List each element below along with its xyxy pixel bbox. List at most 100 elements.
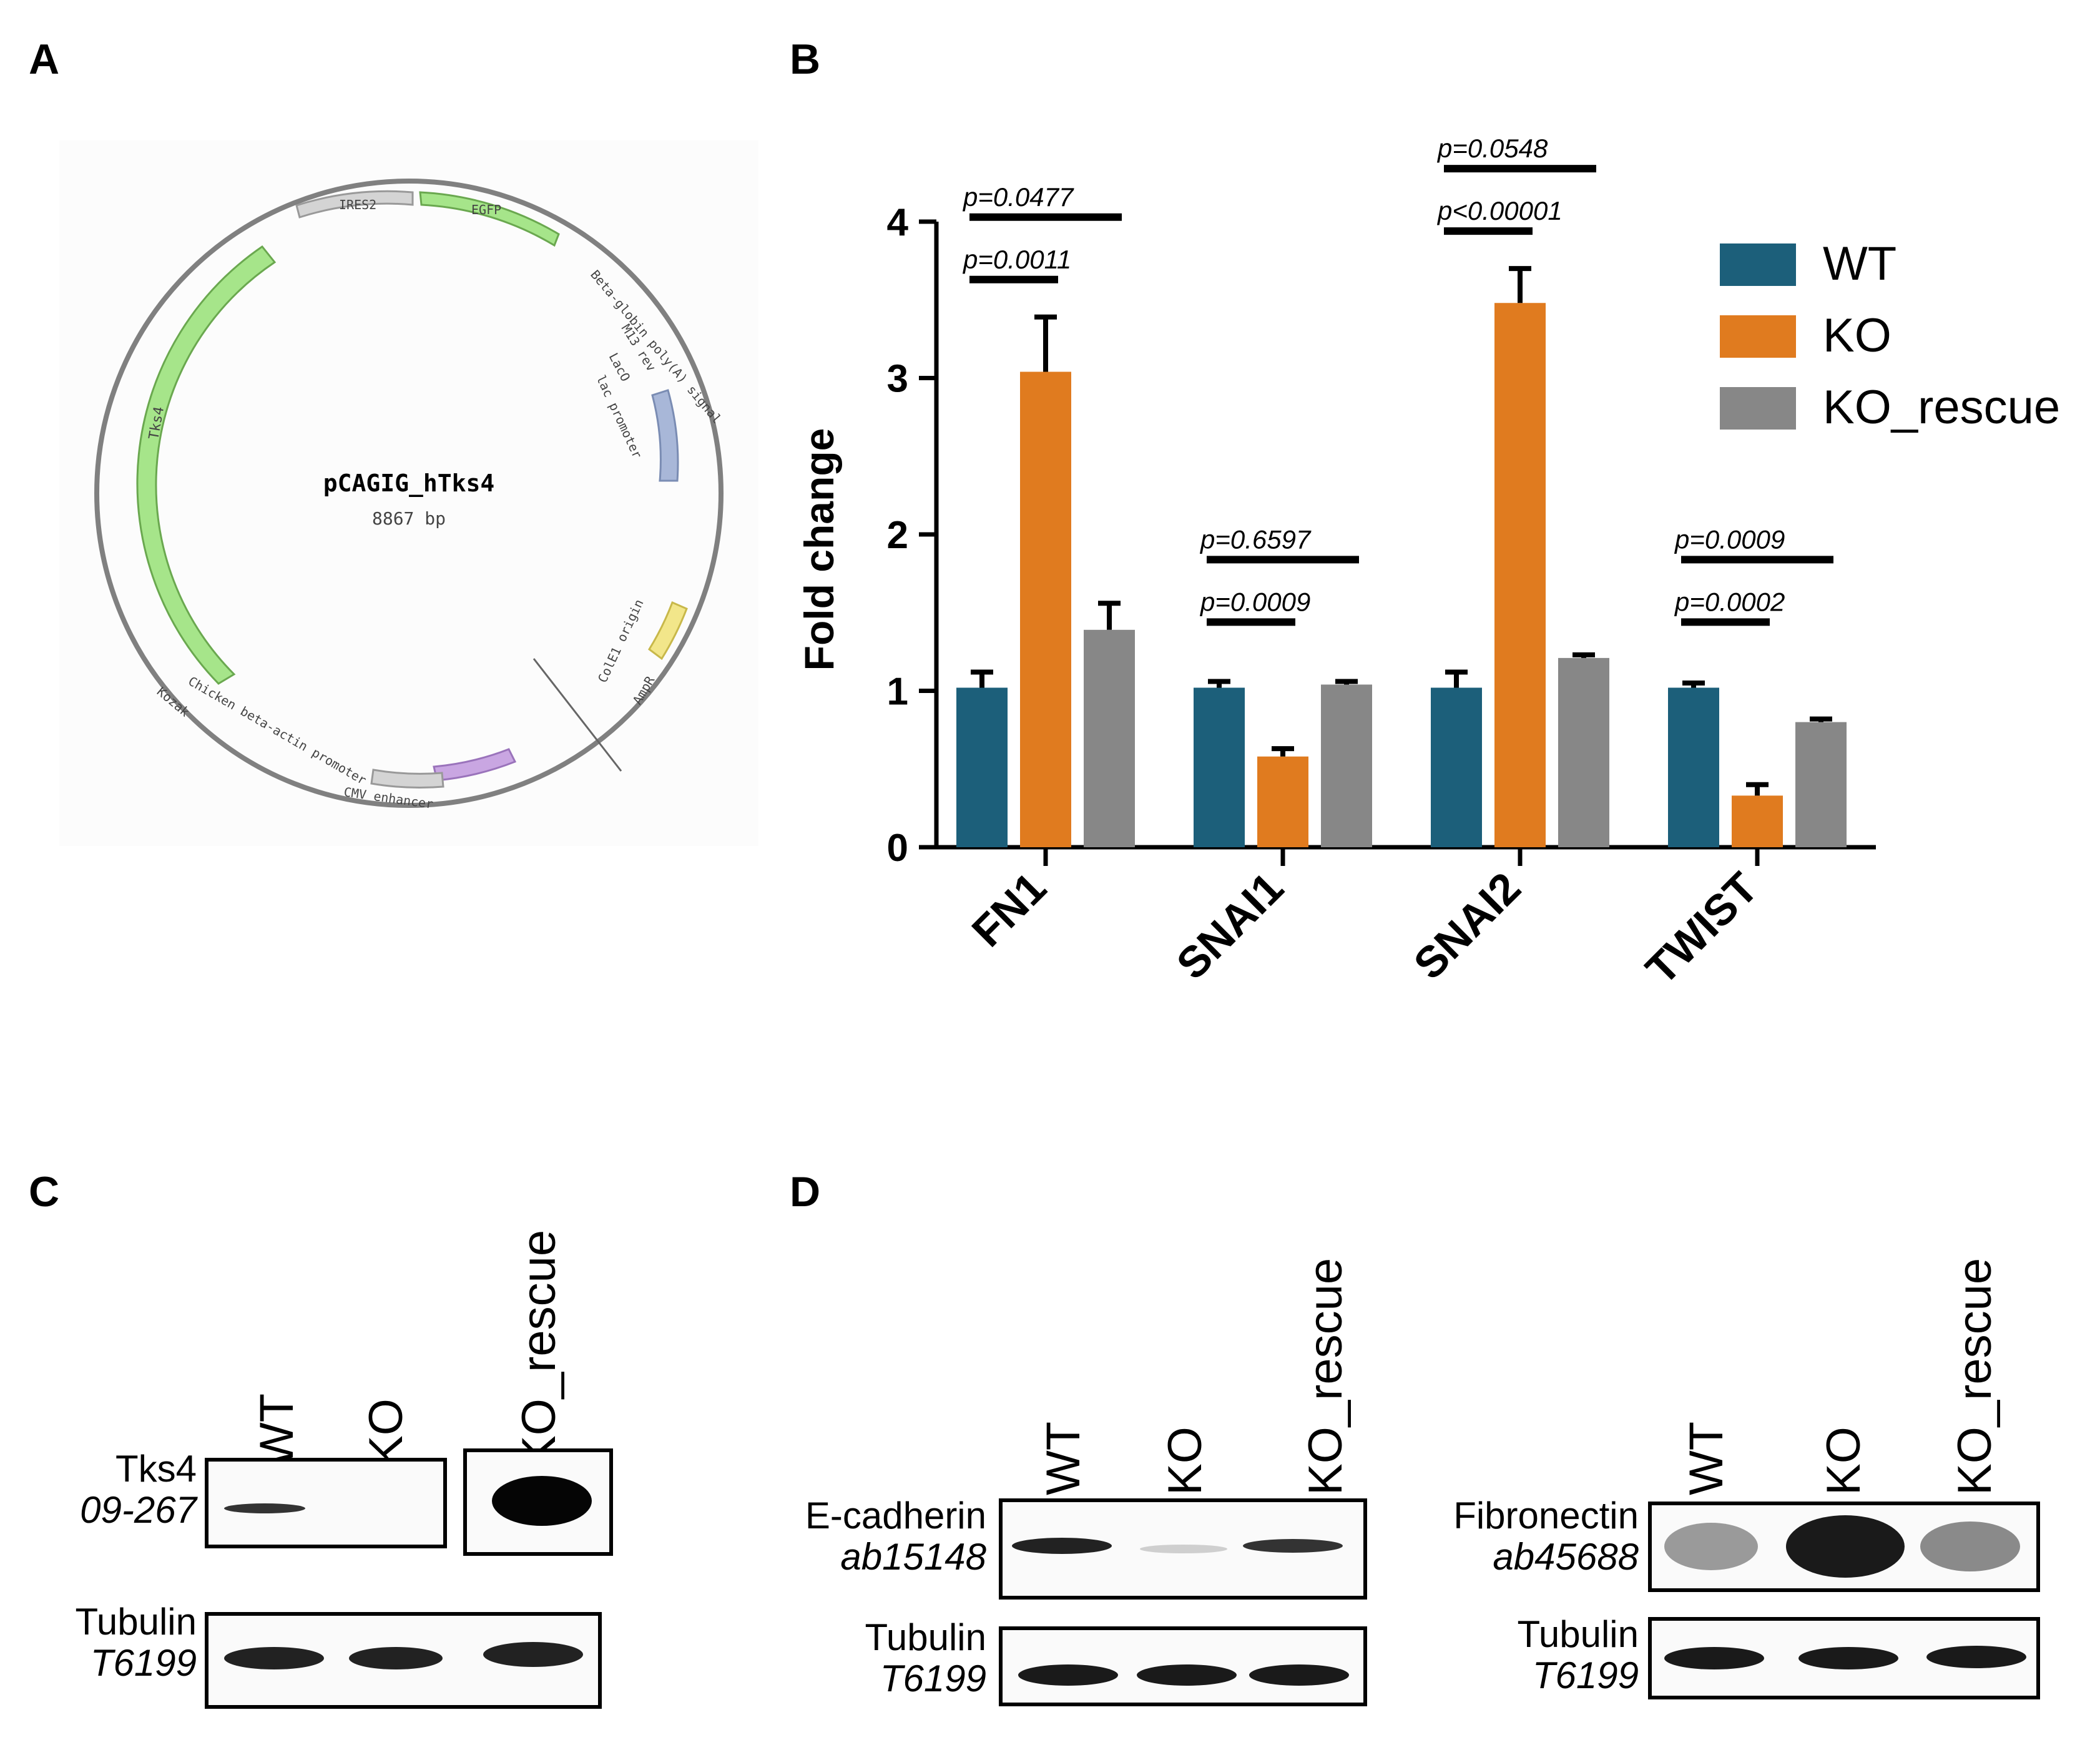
- blot-c-lane-rescue: KO_rescue: [513, 1229, 566, 1467]
- legend: WT KO KO_rescue: [1720, 237, 2060, 434]
- fold-change-chart: Fold change 0 1 2 3 4 FN1 SNAI1 SNAI2 TWIST p=0.0…: [796, 137, 2060, 994]
- p-value-label: p=0.6597: [1199, 524, 1312, 554]
- blot-d2-fn-strip: [1648, 1502, 2040, 1592]
- legend-label-WT: WT: [1823, 237, 1896, 290]
- p-value-label: p<0.00001: [1436, 196, 1563, 225]
- blot-c-tubulin-label: Tubulin T6199: [19, 1601, 197, 1684]
- blot-d1-lane-ko: KO: [1159, 1427, 1212, 1495]
- band-wt: [224, 1503, 305, 1513]
- bar-WT-FN1: [956, 687, 1008, 847]
- panel-letter-c: C: [29, 1168, 60, 1216]
- blot-d1-lane-rescue: KO_rescue: [1299, 1257, 1352, 1495]
- band-ko: [1137, 1664, 1237, 1686]
- plasmid-size: 8867 bp: [372, 508, 446, 529]
- panel-letter-d: D: [790, 1168, 821, 1216]
- band-rescue: [492, 1476, 592, 1526]
- bar-KO-TWIST: [1732, 795, 1783, 847]
- band-wt: [1664, 1647, 1764, 1669]
- blot-d2-tubulin-strip: [1648, 1617, 2040, 1699]
- egfp-feature: [419, 191, 560, 247]
- tubulin-d2-catalog: T6199: [1532, 1654, 1639, 1696]
- blot-d2-tubulin-bands: [1664, 1646, 2026, 1669]
- blot-c-tubulin-bands: [224, 1642, 583, 1669]
- blot-d1-tubulin-label: Tubulin T6199: [774, 1617, 986, 1699]
- x-tick-label: SNAI2: [1405, 863, 1530, 988]
- blot-c-tks4-bands: [224, 1503, 305, 1513]
- bar-KO_rescue-SNAI1: [1321, 684, 1372, 847]
- plasmid-map: pCAGIG_hTks4 8867 bp IRES2 EGFP Beta-glo…: [59, 140, 758, 846]
- x-tick-label: TWIST: [1636, 863, 1767, 993]
- blot-c-tks4-rescue-strip: [463, 1448, 613, 1556]
- y-axis-title: Fold change: [796, 428, 842, 671]
- band-wt: [224, 1647, 324, 1669]
- ires2-label: IRES2: [339, 197, 376, 212]
- legend-label-KO: KO: [1823, 309, 1891, 362]
- y-tick-label: 0: [887, 827, 908, 870]
- blot-d2-tubulin-label: Tubulin T6199: [1408, 1614, 1639, 1696]
- band-rescue: [1920, 1521, 2020, 1571]
- fn-antibody-name: Fibronectin: [1453, 1495, 1639, 1536]
- blot-c-lane-wt: WT: [250, 1393, 303, 1467]
- tks4-antibody-catalog: 09-267: [80, 1489, 197, 1531]
- band-wt: [1018, 1664, 1118, 1686]
- cmv-feature: [433, 748, 517, 782]
- blot-d2-fn-label: Fibronectin ab45688: [1408, 1495, 1639, 1578]
- blot-d2-lane-rescue: KO_rescue: [1948, 1257, 2001, 1495]
- band-wt: [1012, 1538, 1112, 1554]
- blot-d2-lane-wt: WT: [1680, 1421, 1733, 1495]
- blot-d2-fn-bands: [1664, 1515, 2020, 1578]
- marker-line: [532, 658, 622, 772]
- legend-swatch-KO_rescue: [1720, 387, 1796, 430]
- bar-KO-FN1: [1020, 371, 1071, 847]
- band-ko: [349, 1647, 443, 1669]
- plasmid-backbone: [94, 179, 724, 808]
- blot-d1-ecad-label: E-cadherin ab15148: [774, 1495, 986, 1578]
- band-ko: [1786, 1515, 1905, 1578]
- plasmid-map-background: [59, 140, 758, 846]
- band-rescue: [1249, 1664, 1349, 1686]
- p-value-label: p=0.0548: [1436, 137, 1548, 163]
- bar-KO_rescue-SNAI2: [1558, 657, 1609, 847]
- ires2-feature: [295, 190, 414, 219]
- tubulin-d1-name: Tubulin: [865, 1616, 986, 1658]
- tks4-antibody-name: Tks4: [115, 1448, 197, 1490]
- band-wt: [1664, 1523, 1758, 1570]
- y-tick-label: 3: [887, 358, 908, 401]
- blot-d1-tubulin-bands: [1018, 1664, 1349, 1686]
- p-value-label: p=0.0011: [962, 245, 1071, 274]
- blot-c-lane-ko: KO: [360, 1399, 413, 1467]
- p-value-label: p=0.0002: [1674, 587, 1785, 616]
- bars-group: 0 1 2 3 4 FN1 SNAI1 SNAI2 TWIST p=0.0477 p=0.0011 p…: [887, 137, 1847, 994]
- legend-label-KO_rescue: KO_rescue: [1823, 381, 2060, 434]
- cole1-feature: [651, 389, 679, 482]
- x-tick-label: FN1: [963, 863, 1056, 956]
- egfp-label: EGFP: [471, 202, 501, 217]
- bar-WT-SNAI2: [1431, 687, 1482, 847]
- tubulin-d2-name: Tubulin: [1517, 1613, 1639, 1655]
- chicken-promoter-feature: [370, 769, 444, 789]
- band-rescue: [483, 1642, 583, 1667]
- tubulin-d1-catalog: T6199: [880, 1658, 986, 1699]
- band-ko: [1798, 1647, 1898, 1669]
- panel-letter-a: A: [29, 36, 60, 83]
- blot-d1-ecad-strip: [999, 1498, 1367, 1600]
- bar-KO_rescue-FN1: [1084, 629, 1135, 847]
- bar-WT-TWIST: [1668, 687, 1719, 847]
- blot-c-tks4-rescue-bands: [492, 1476, 592, 1526]
- tubulin-c-name: Tubulin: [75, 1601, 197, 1643]
- y-tick-label: 1: [887, 671, 908, 714]
- bar-KO_rescue-TWIST: [1795, 722, 1847, 847]
- blot-d1-lane-wt: WT: [1037, 1421, 1090, 1495]
- ecad-antibody-name: E-cadherin: [805, 1495, 986, 1536]
- band-ko: [1140, 1545, 1227, 1553]
- legend-swatch-KO: [1720, 315, 1796, 358]
- blot-c-tks4-strip: [205, 1458, 447, 1548]
- p-value-label: p=0.0477: [962, 182, 1074, 212]
- p-value-label: p=0.0009: [1199, 587, 1310, 616]
- blot-d1-tubulin-strip: [999, 1626, 1367, 1706]
- p-value-label: p=0.0009: [1674, 524, 1785, 554]
- bar-KO-SNAI1: [1257, 756, 1308, 847]
- band-rescue: [1926, 1646, 2026, 1668]
- bar-KO-SNAI2: [1494, 303, 1546, 847]
- tubulin-c-catalog: T6199: [90, 1642, 197, 1684]
